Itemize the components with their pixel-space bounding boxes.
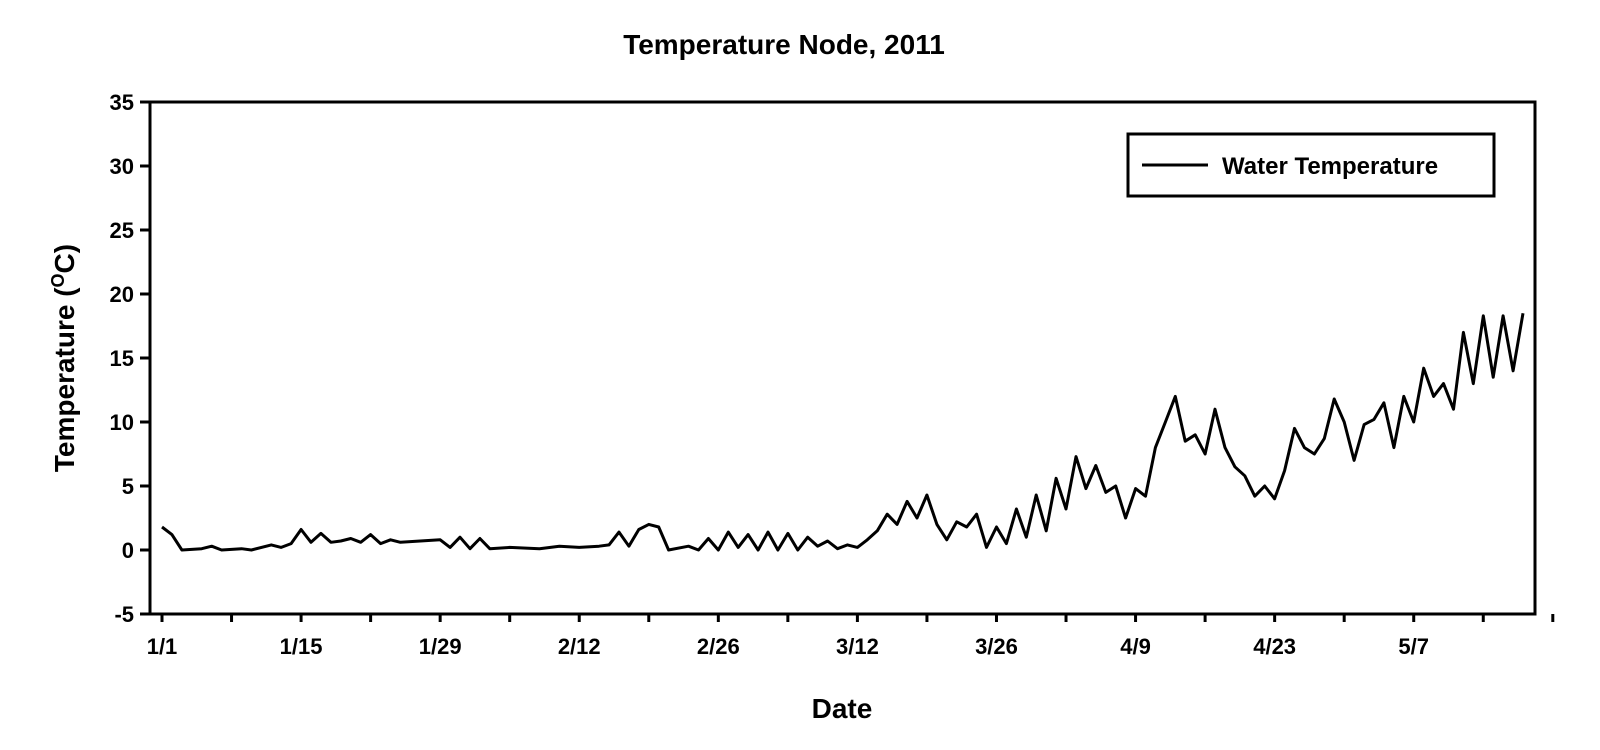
y-tick-label: 35 <box>110 90 134 115</box>
y-tick-label: 15 <box>110 346 134 371</box>
legend: Water Temperature <box>1126 132 1496 198</box>
x-tick-label: 4/9 <box>1120 634 1151 659</box>
x-tick-label: 4/23 <box>1253 634 1296 659</box>
x-axis: 1/1 1/15 1/29 2/12 2/26 3/12 3/26 4/9 4/23 5/7 <box>147 614 1555 659</box>
x-tick-label: 3/26 <box>975 634 1018 659</box>
y-tick-label: 30 <box>110 154 134 179</box>
y-axis-label: Temperature (OC) <box>48 244 80 472</box>
series-line-water-temperature <box>161 312 1525 552</box>
x-tick-label: 1/29 <box>419 634 462 659</box>
y-tick-label: 5 <box>122 474 134 499</box>
chart-title: Temperature Node, 2011 <box>623 29 945 60</box>
y-tick-label: 10 <box>110 410 134 435</box>
y-axis: -5 0 5 10 15 20 25 30 35 <box>110 90 150 627</box>
x-axis-label: Date <box>812 693 873 724</box>
x-tick-label: 5/7 <box>1398 634 1429 659</box>
y-tick-label: 20 <box>110 282 134 307</box>
x-tick-label: 1/15 <box>280 634 323 659</box>
y-axis-label-main: Temperature ( <box>49 287 80 472</box>
y-axis-label-end: C) <box>49 244 80 274</box>
y-tick-label: -5 <box>114 602 134 627</box>
y-axis-label-superscript: O <box>48 273 68 287</box>
series-layer <box>161 312 1525 552</box>
y-tick-label: 25 <box>110 218 134 243</box>
x-tick-label: 2/12 <box>558 634 601 659</box>
x-tick-label: 2/26 <box>697 634 740 659</box>
x-tick-label: 1/1 <box>147 634 178 659</box>
y-tick-label: 0 <box>122 538 134 563</box>
legend-label-water-temperature: Water Temperature <box>1222 153 1438 180</box>
x-tick-label: 3/12 <box>836 634 879 659</box>
